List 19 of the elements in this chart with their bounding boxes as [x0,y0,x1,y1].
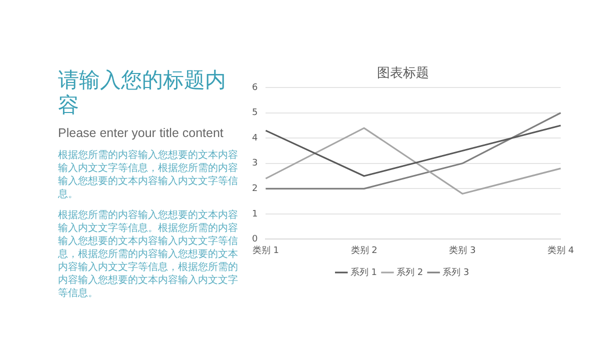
y-tick-label: 4 [252,133,258,144]
chart-title: 图表标题 [377,66,429,82]
y-tick-label: 0 [252,234,258,245]
x-tick-label: 类别 3 [449,244,476,256]
y-tick-label: 5 [252,108,258,118]
x-tick-label: 类别 2 [350,244,378,256]
legend-label: 系列 3 [442,266,470,278]
text: 根据您所需的内容输入您想要的文本内容输入内文文字等信息，根据您所需的内容输入您想要的文本内容输入内文文字等信息。 [58,149,238,201]
legend-label: 系列 1 [350,266,377,278]
text: 根据您所需的内容输入您想要的文本内容输入内文文字等信息。根据您所需的内容输入您想要的文本内容输入内文文字等信息，根据您所需的内容输入您想要的文本内容输入内文文字等信息，根据您所需的内容输入您想要的文本内容输入内文文字等信息。 [58,209,238,300]
y-tick-label: 3 [252,158,258,169]
x-tick-label: 类别 4 [547,244,574,256]
text: 请输入您的标题内容 [58,68,227,118]
y-tick-label: 2 [252,184,258,194]
y-tick-label: 6 [252,82,258,93]
legend-label: 系列 2 [396,266,424,278]
x-tick-label: 类别 1 [252,244,280,256]
text: Please enter your title content [58,126,224,141]
y-tick-label: 1 [252,209,258,220]
